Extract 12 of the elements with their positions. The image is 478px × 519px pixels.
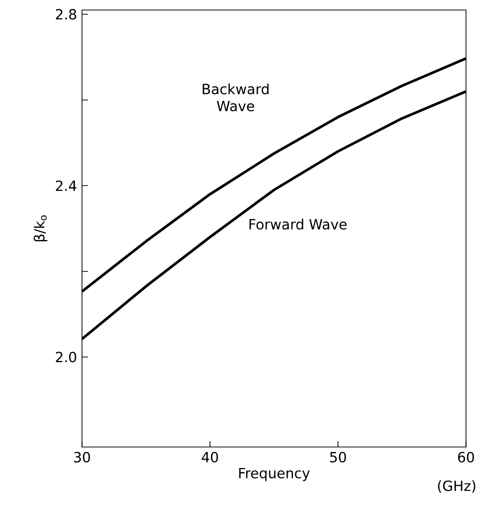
annotation: Backward Wave bbox=[202, 83, 269, 112]
text: (GHz) bbox=[438, 480, 476, 493]
x-tick-label: 50 bbox=[330, 452, 346, 462]
y-tick-label: 2.8 bbox=[56, 8, 76, 20]
y-tick-label: 2.4 bbox=[56, 180, 76, 191]
y-tick-label: 2.0 bbox=[56, 352, 76, 362]
x-tick-label: 60 bbox=[458, 452, 474, 462]
x-axis-title: Frequency bbox=[239, 468, 310, 482]
x-tick-label: 30 bbox=[74, 452, 90, 462]
y-axis-title: β/k$_{o}$ bbox=[34, 215, 48, 242]
annotation: Forward Wave bbox=[250, 218, 347, 230]
x-tick-label: 40 bbox=[202, 452, 218, 462]
